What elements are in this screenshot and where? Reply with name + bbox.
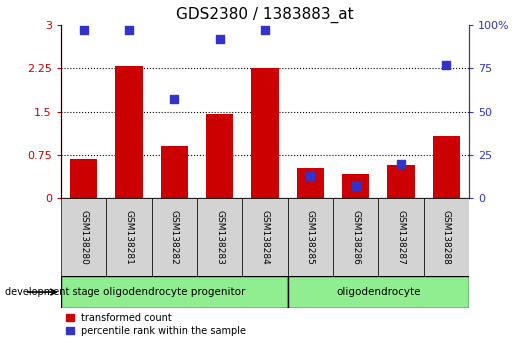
Bar (197, 198, 242, 276)
Bar (387, 165, 414, 198)
Text: GSM138281: GSM138281 (125, 210, 134, 265)
Bar (70, 159, 97, 198)
Bar (251, 68, 279, 198)
Bar (297, 167, 324, 198)
Bar (61, 198, 107, 276)
Text: GSM138287: GSM138287 (396, 210, 405, 265)
Bar (107, 198, 152, 276)
Text: oligodendrocyte: oligodendrocyte (336, 287, 421, 297)
Bar (206, 114, 233, 198)
Text: GSM138285: GSM138285 (306, 210, 315, 265)
Point (125, 27, 133, 33)
Text: GSM138283: GSM138283 (215, 210, 224, 265)
Point (80, 27, 88, 33)
Point (351, 183, 360, 189)
Point (397, 161, 405, 166)
Text: oligodendrocyte progenitor: oligodendrocyte progenitor (103, 287, 245, 297)
Bar (288, 198, 333, 276)
Text: GSM138280: GSM138280 (79, 210, 88, 265)
Point (442, 62, 450, 68)
Legend: transformed count, percentile rank within the sample: transformed count, percentile rank withi… (66, 313, 246, 336)
Text: GSM138284: GSM138284 (261, 210, 269, 264)
Bar (342, 174, 369, 198)
Bar (152, 198, 197, 276)
Bar (433, 136, 460, 198)
Bar (333, 198, 378, 276)
Bar (116, 67, 143, 198)
Bar (161, 146, 188, 198)
Text: GSM138286: GSM138286 (351, 210, 360, 265)
Bar (61, 276, 288, 308)
Bar (423, 198, 469, 276)
Text: GSM138282: GSM138282 (170, 210, 179, 264)
Title: GDS2380 / 1383883_at: GDS2380 / 1383883_at (176, 7, 354, 23)
Point (306, 173, 315, 178)
Text: development stage: development stage (5, 287, 100, 297)
Text: GSM138288: GSM138288 (442, 210, 451, 265)
Bar (242, 198, 288, 276)
Point (170, 97, 179, 102)
Point (215, 36, 224, 41)
Bar (378, 198, 423, 276)
Point (261, 27, 269, 33)
Bar (288, 276, 469, 308)
